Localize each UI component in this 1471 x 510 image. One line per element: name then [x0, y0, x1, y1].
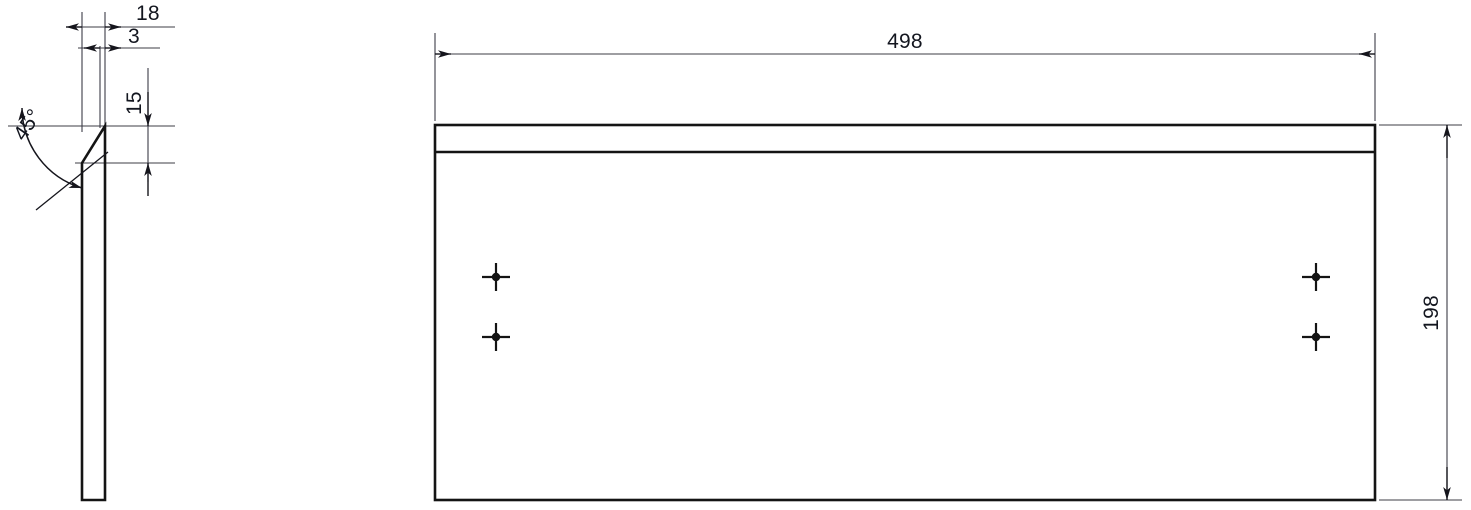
dimension-45-degrees: 45°	[9, 105, 109, 211]
front-elevation-extension-lines	[434, 33, 1462, 501]
hole-group	[482, 263, 1330, 351]
front-elevation-outline	[433, 123, 1377, 502]
side-profile-extension-lines	[8, 12, 175, 182]
panel-body-rect	[433, 123, 1377, 502]
hole-top-right	[1302, 263, 1330, 291]
dimension-45-leader	[35, 151, 109, 211]
dimension-198: 198	[1420, 125, 1451, 500]
profile-body-path	[80, 121, 107, 502]
dimension-3-label: 3	[128, 25, 140, 48]
dimension-15-label: 15	[123, 91, 146, 115]
front-elevation-view: 498 198	[433, 30, 1462, 502]
dimension-18-label: 18	[136, 2, 160, 25]
side-profile-outline	[80, 121, 107, 502]
side-profile-view: 18 3 15 45°	[8, 2, 175, 502]
dimension-15: 15	[123, 91, 152, 196]
dimension-3: 3	[78, 25, 160, 52]
dimension-498-label: 498	[887, 30, 923, 53]
hole-top-left	[482, 263, 510, 291]
dimension-498: 498	[435, 30, 1375, 58]
hole-bottom-right	[1302, 323, 1330, 351]
dimension-45-label: 45°	[9, 105, 46, 145]
dimension-198-label: 198	[1420, 295, 1443, 331]
hole-bottom-left	[482, 323, 510, 351]
dimension-18: 18	[66, 2, 175, 31]
